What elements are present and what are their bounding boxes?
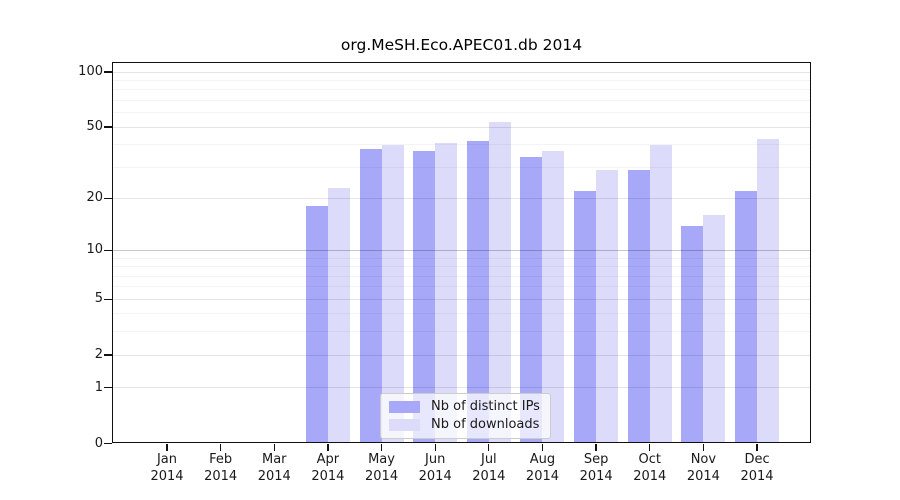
x-tick-label-sep: Sep 2014 (579, 452, 613, 484)
x-tick-label-oct: Oct 2014 (633, 452, 667, 484)
legend-swatch-distinct-ips (389, 400, 420, 413)
x-tick-aug (541, 443, 544, 451)
bar-oct-downloads (649, 144, 672, 444)
gridline-minor-9 (112, 257, 811, 259)
gridline-minor-6 (112, 286, 811, 288)
gridline-minor-60 (112, 112, 811, 114)
bar-jun-downloads (435, 142, 458, 444)
gridline-major-100 (112, 71, 811, 73)
gridline-major-50 (112, 126, 811, 128)
x-tick-may (380, 443, 383, 451)
gridline-minor-8 (112, 266, 811, 268)
y-tick-1 (104, 387, 112, 389)
x-tick-label-dec: Dec 2014 (740, 452, 774, 484)
gridline-minor-30 (112, 166, 811, 168)
x-tick-label-jul: Jul 2014 (472, 452, 506, 484)
y-tick-2 (104, 354, 112, 356)
gridline-major-5 (112, 298, 811, 300)
x-tick-jan (166, 443, 168, 451)
y-tick-label-20: 20 (86, 190, 103, 206)
bar-dec-downloads (757, 138, 780, 444)
x-tick-dec (756, 443, 758, 451)
bar-apr-distinct-ips (305, 206, 328, 444)
bar-aug-downloads (542, 150, 565, 444)
x-tick-label-may: May 2014 (365, 452, 399, 484)
y-tick-20 (104, 197, 112, 200)
bar-jul-distinct-ips (466, 140, 489, 444)
chart-title: org.MeSH.Eco.APEC01.db 2014 (340, 36, 583, 54)
y-tick-label-0: 0 (94, 435, 103, 451)
x-tick-label-aug: Aug 2014 (525, 452, 560, 484)
bar-apr-downloads (327, 187, 350, 444)
bar-jun-distinct-ips (413, 150, 436, 444)
bar-sep-downloads (596, 169, 619, 444)
bar-nov-distinct-ips (681, 225, 704, 444)
gridline-major-1 (112, 387, 811, 389)
x-tick-oct (649, 443, 651, 451)
gridline-major-2 (112, 354, 811, 356)
legend-item-distinct-ips: Nb of distinct IPs (389, 399, 540, 414)
x-tick-label-nov: Nov 2014 (686, 452, 720, 484)
bar-may-distinct-ips (359, 148, 382, 444)
x-tick-label-mar: Mar 2014 (257, 452, 291, 484)
gridline-major-10 (112, 249, 811, 251)
gridline-minor-40 (112, 144, 811, 146)
x-tick-label-apr: Apr 2014 (311, 452, 345, 484)
y-tick-label-10: 10 (86, 242, 103, 258)
x-tick-label-jun: Jun 2014 (418, 452, 452, 484)
gridline-minor-80 (112, 89, 811, 91)
bar-nov-downloads (703, 215, 726, 444)
legend: Nb of distinct IPs Nb of downloads (380, 393, 551, 439)
x-tick-label-jan: Jan 2014 (150, 452, 184, 484)
y-tick-50 (104, 126, 112, 128)
bar-aug-distinct-ips (520, 157, 543, 444)
gridline-minor-7 (112, 275, 811, 277)
bar-jul-downloads (488, 122, 511, 444)
x-tick-sep (595, 443, 597, 451)
y-tick-100 (104, 71, 112, 73)
bar-may-downloads (381, 144, 404, 444)
legend-swatch-downloads (389, 418, 420, 431)
bar-sep-distinct-ips (574, 191, 597, 444)
gridline-major-20 (112, 197, 811, 199)
y-tick-label-2: 2 (94, 347, 103, 363)
legend-item-downloads: Nb of downloads (389, 417, 540, 432)
gridline-minor-3 (112, 331, 811, 333)
x-tick-feb (219, 443, 222, 451)
x-tick-label-feb: Feb 2014 (204, 452, 238, 484)
y-tick-label-50: 50 (86, 119, 103, 134)
legend-label-downloads: Nb of downloads (431, 417, 540, 432)
x-tick-apr (327, 443, 329, 451)
y-tick-0 (104, 442, 112, 445)
y-tick-label-100: 100 (78, 64, 103, 79)
bar-oct-distinct-ips (627, 169, 650, 444)
gridline-minor-70 (112, 99, 811, 101)
x-tick-nov (702, 443, 705, 451)
legend-label-distinct-ips: Nb of distinct IPs (431, 399, 540, 414)
bar-dec-distinct-ips (735, 191, 758, 444)
gridline-minor-4 (112, 313, 811, 315)
x-tick-jun (434, 443, 436, 451)
x-tick-jul (488, 443, 490, 451)
y-tick-10 (104, 249, 112, 252)
x-tick-mar (273, 443, 275, 451)
gridline-minor-90 (112, 79, 811, 81)
y-tick-5 (104, 298, 112, 300)
y-tick-label-5: 5 (94, 291, 103, 307)
y-tick-label-1: 1 (94, 379, 103, 395)
